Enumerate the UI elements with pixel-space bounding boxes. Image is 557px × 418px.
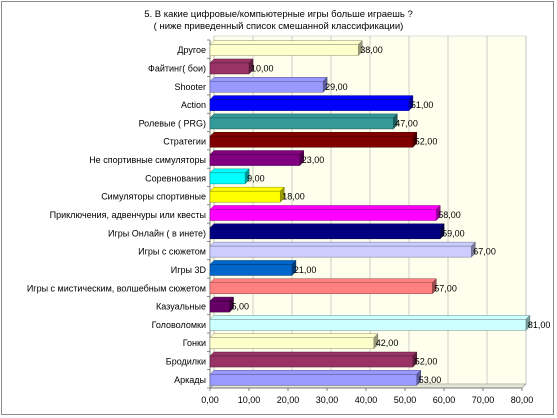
bar <box>209 62 250 75</box>
data-label: 53,00 <box>419 375 442 385</box>
category-label: Не спортивные симуляторы <box>89 155 206 165</box>
data-label: 42,00 <box>376 338 399 348</box>
category-label: Симуляторы спортивные <box>101 192 206 202</box>
category-label: Приключения, адвенчуры или квесты <box>50 210 206 220</box>
x-tick-label: 20,00 <box>277 395 300 405</box>
x-tick-label: 70,00 <box>472 395 495 405</box>
bar <box>209 374 417 386</box>
category-label: Action <box>181 100 206 110</box>
data-label: 47,00 <box>395 118 418 128</box>
bar <box>209 135 414 148</box>
category-label: Игры 3D <box>171 265 207 275</box>
bar-top <box>209 168 250 174</box>
bar <box>209 337 375 349</box>
bar-top <box>209 58 254 64</box>
category-label: Игры с мистическим, волшебным сюжетом <box>27 283 206 293</box>
category-label: Ролевые ( PRG) <box>139 118 206 128</box>
bar-top <box>209 77 328 82</box>
category-label: Головоломки <box>152 320 206 330</box>
bar <box>209 209 437 221</box>
data-label: 67,00 <box>473 247 496 257</box>
bar <box>209 172 246 185</box>
bar <box>209 44 359 56</box>
data-label: 59,00 <box>442 228 465 238</box>
bar-top <box>209 113 398 119</box>
bar <box>209 319 527 331</box>
bar-top <box>209 278 437 284</box>
data-label: 21,00 <box>294 265 317 275</box>
data-label: 18,00 <box>282 192 305 202</box>
data-label: 57,00 <box>434 283 457 293</box>
x-tick-label: 10,00 <box>238 395 261 405</box>
data-label: 9,00 <box>247 173 265 183</box>
category-label: Стратегии <box>163 137 206 147</box>
bar <box>209 264 293 276</box>
bar <box>209 300 230 313</box>
data-label: 52,00 <box>415 357 438 367</box>
bar <box>209 154 300 166</box>
data-label: 5,00 <box>232 302 250 312</box>
category-label: Гонки <box>183 338 206 348</box>
bar-top <box>209 351 418 357</box>
bar-top <box>209 223 445 229</box>
x-tick-label: 40,00 <box>355 395 378 405</box>
bar-top <box>209 333 379 338</box>
bar-top <box>209 40 363 45</box>
chart-subtitle: ( ниже приведенный список смешанной клас… <box>153 21 404 32</box>
category-label: Другое <box>177 45 206 55</box>
bar-top <box>209 260 297 265</box>
category-label: Игры Онлайн ( в инете) <box>108 228 206 238</box>
bar <box>209 99 410 111</box>
bar <box>209 117 394 130</box>
bar <box>209 282 433 295</box>
category-label: Соревнования <box>145 173 206 183</box>
data-label: 51,00 <box>411 100 434 110</box>
data-label: 38,00 <box>360 45 383 55</box>
chart-title: 5. В какие цифровые/компьютерные игры бо… <box>144 9 413 20</box>
bar-top <box>209 241 476 247</box>
category-label: Аркады <box>174 375 206 385</box>
data-label: 81,00 <box>528 320 551 330</box>
category-label: Файтинг( бои) <box>148 63 206 73</box>
x-tick-label: 50,00 <box>394 395 417 405</box>
x-tick-label: 30,00 <box>316 395 339 405</box>
bar <box>209 81 324 93</box>
x-tick-label: 0,00 <box>201 395 219 405</box>
bar <box>209 245 472 258</box>
bar-top <box>209 186 285 192</box>
data-label: 23,00 <box>302 155 325 165</box>
data-label: 10,00 <box>251 63 274 73</box>
bar <box>209 227 441 240</box>
bar <box>209 190 281 203</box>
category-label: Казуальные <box>156 302 206 312</box>
data-label: 52,00 <box>415 137 438 147</box>
bar-top <box>209 315 531 320</box>
x-tick-label: 80,00 <box>511 395 534 405</box>
bar-top <box>209 205 441 210</box>
bar-top <box>209 95 414 100</box>
data-label: 29,00 <box>325 82 348 92</box>
bar <box>209 355 414 368</box>
bar-top <box>209 370 422 375</box>
bar-top <box>209 131 418 137</box>
category-label: Shooter <box>174 82 206 92</box>
category-label: Бродилки <box>166 357 206 367</box>
category-label: Игры с сюжетом <box>138 247 206 257</box>
data-label: 58,00 <box>438 210 461 220</box>
bar-top <box>209 150 305 155</box>
x-tick-label: 60,00 <box>433 395 456 405</box>
